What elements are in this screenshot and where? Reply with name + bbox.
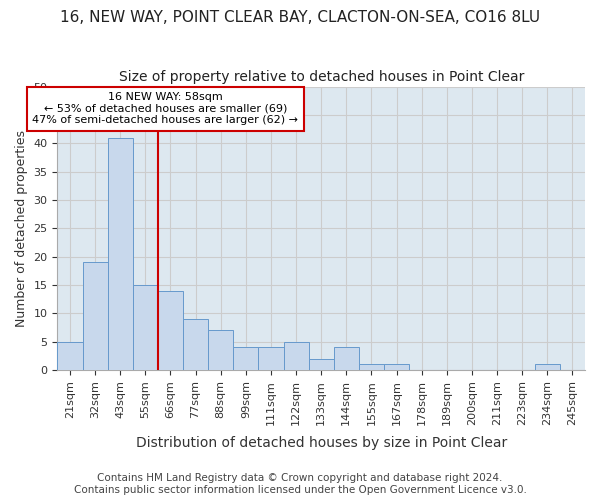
Bar (334, 348, 359, 370)
Bar (83, 262, 107, 370)
Bar (259, 348, 284, 370)
X-axis label: Distribution of detached houses by size in Point Clear: Distribution of detached houses by size … (136, 436, 507, 450)
Bar (233, 348, 259, 370)
Bar (208, 330, 233, 370)
Bar (58, 342, 83, 370)
Bar (535, 364, 560, 370)
Bar (183, 319, 208, 370)
Title: Size of property relative to detached houses in Point Clear: Size of property relative to detached ho… (119, 70, 524, 84)
Bar (359, 364, 384, 370)
Bar (133, 285, 158, 370)
Text: 16, NEW WAY, POINT CLEAR BAY, CLACTON-ON-SEA, CO16 8LU: 16, NEW WAY, POINT CLEAR BAY, CLACTON-ON… (60, 10, 540, 25)
Bar (308, 359, 334, 370)
Text: 16 NEW WAY: 58sqm
← 53% of detached houses are smaller (69)
47% of semi-detached: 16 NEW WAY: 58sqm ← 53% of detached hous… (32, 92, 298, 126)
Bar (284, 342, 308, 370)
Y-axis label: Number of detached properties: Number of detached properties (15, 130, 28, 327)
Bar (107, 138, 133, 370)
Text: Contains HM Land Registry data © Crown copyright and database right 2024.
Contai: Contains HM Land Registry data © Crown c… (74, 474, 526, 495)
Bar (384, 364, 409, 370)
Bar (158, 291, 183, 370)
